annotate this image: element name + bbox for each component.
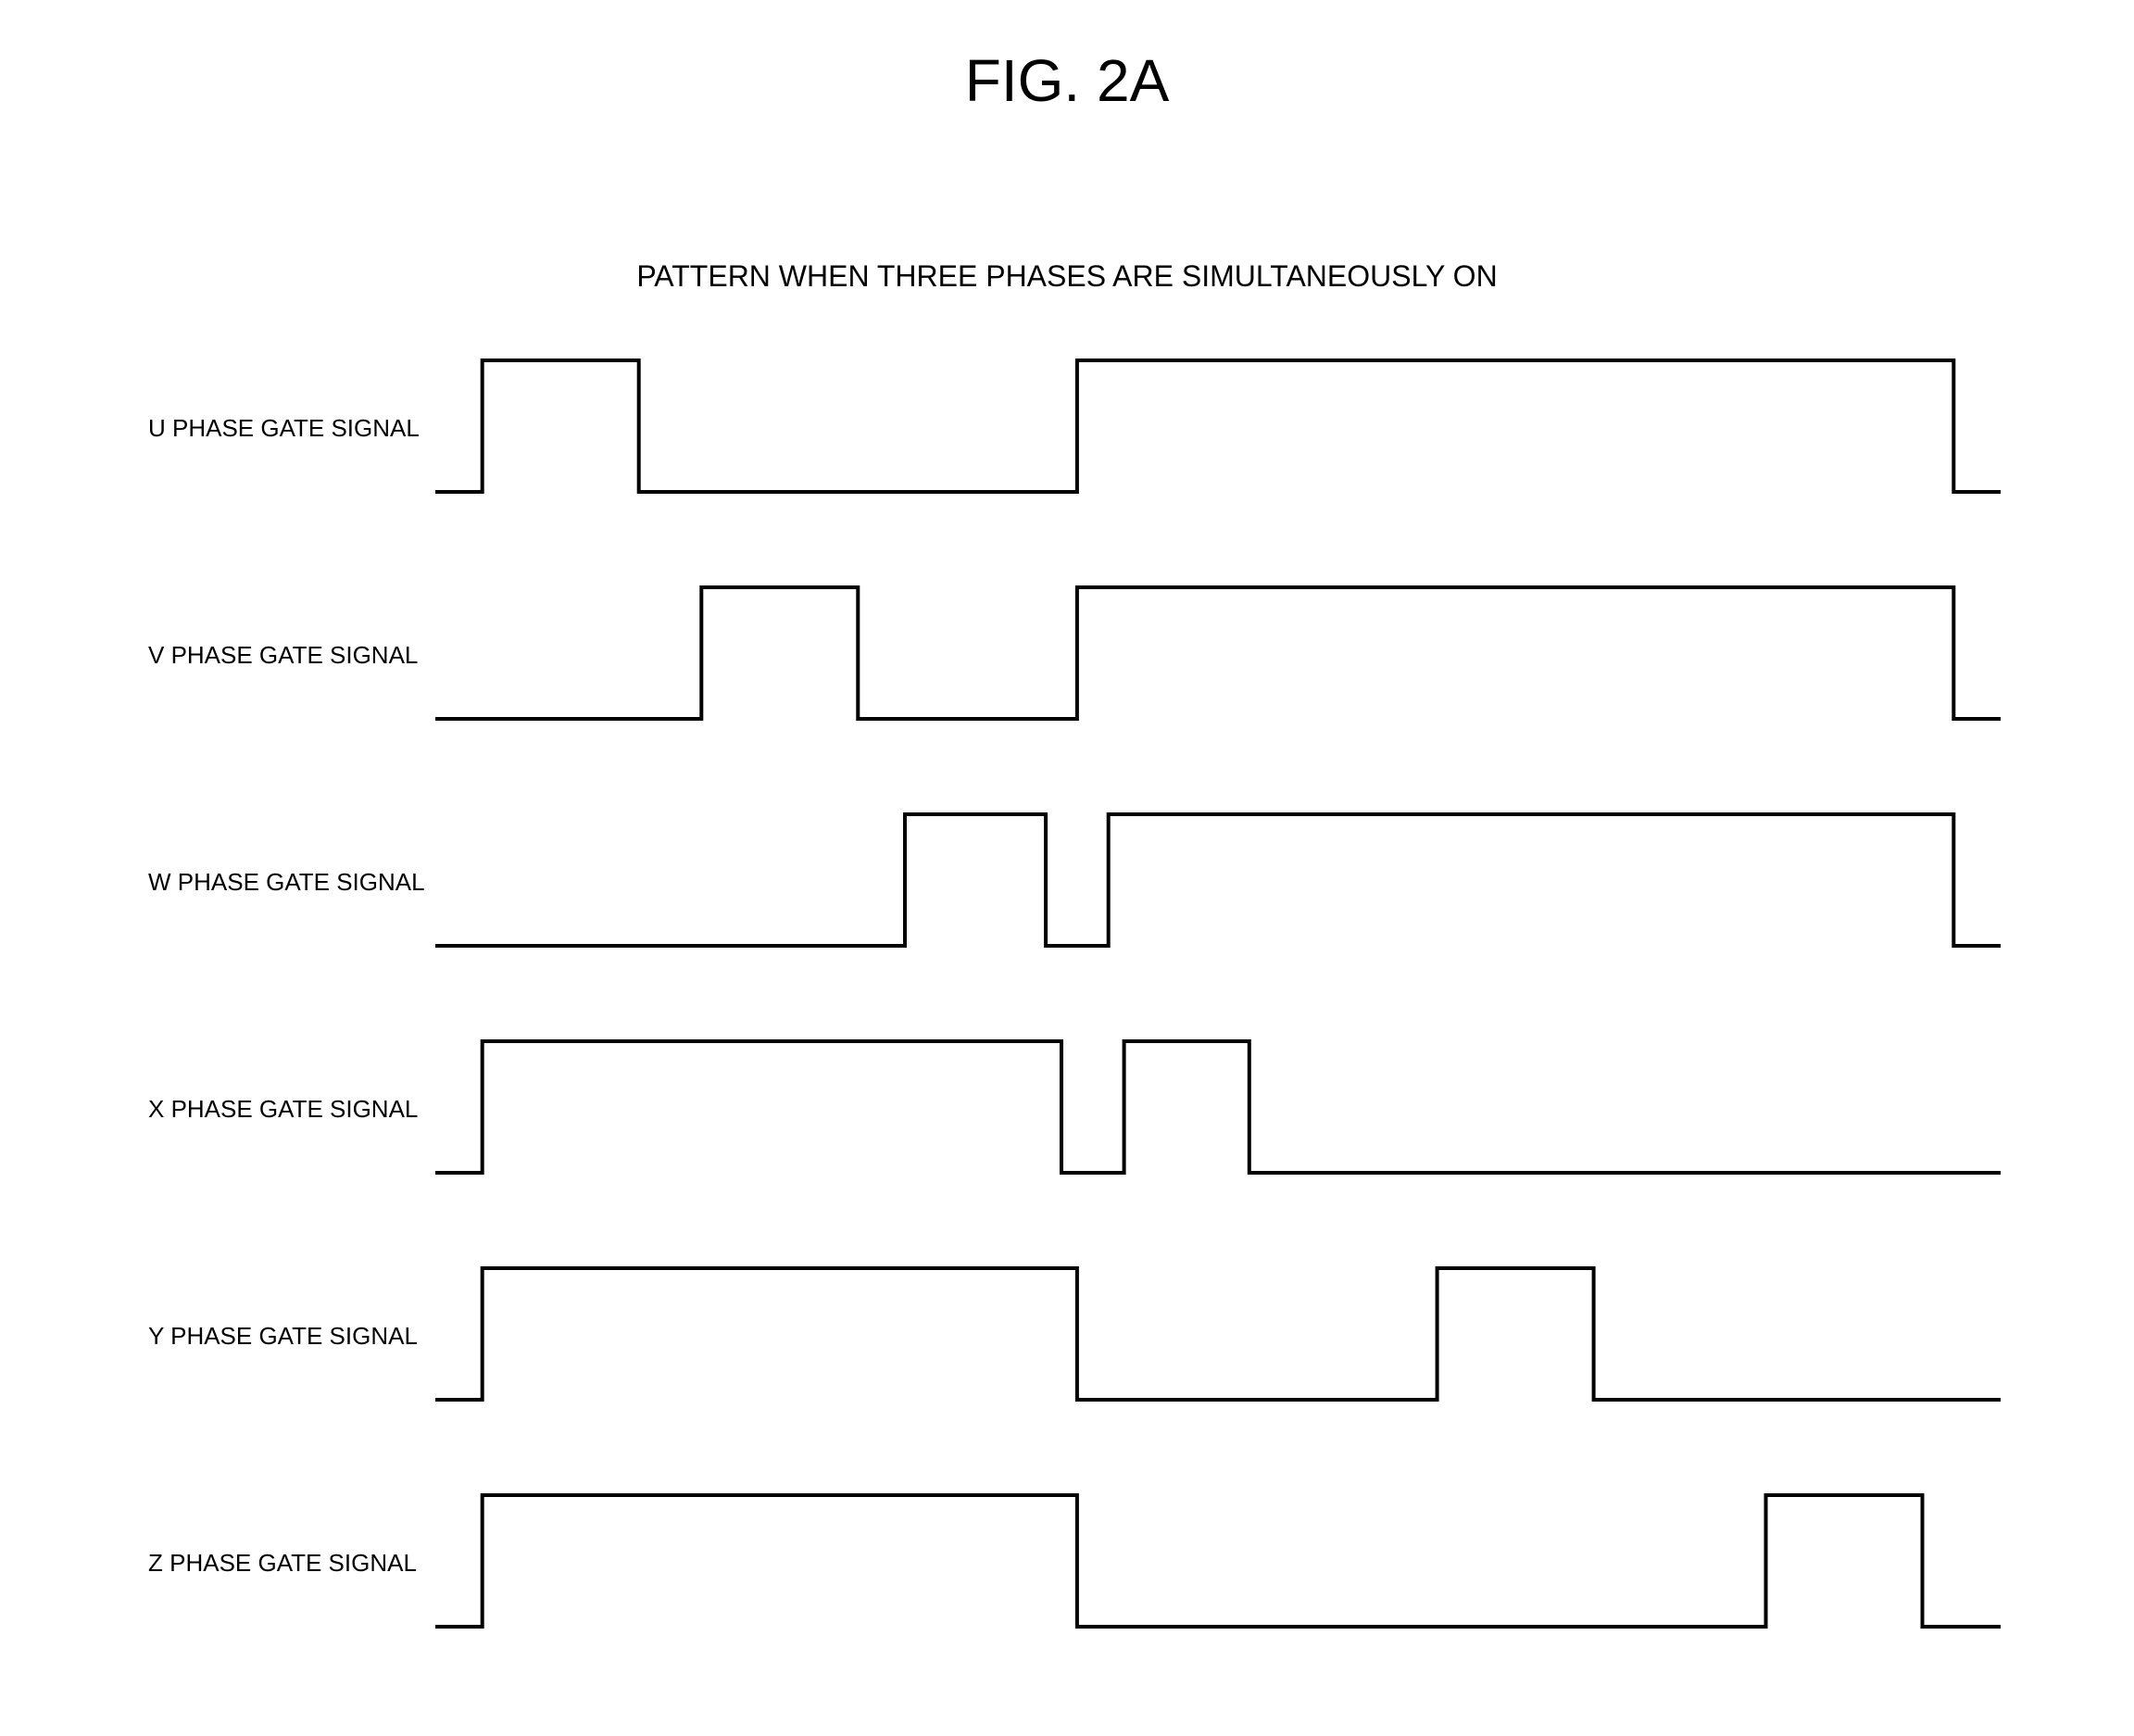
signal-waveform [435,1491,2001,1630]
signal-label: W PHASE GATE SIGNAL [148,868,426,897]
signal-waveform [435,811,2001,950]
signal-waveform [435,1264,2001,1403]
signal-label: U PHASE GATE SIGNAL [148,414,426,443]
signal-row: Z PHASE GATE SIGNAL [0,1491,2134,1630]
signal-waveform [435,357,2001,496]
signal-label: Y PHASE GATE SIGNAL [148,1322,426,1351]
signal-row: Y PHASE GATE SIGNAL [0,1264,2134,1403]
figure-page: FIG. 2A PATTERN WHEN THREE PHASES ARE SI… [0,0,2134,1736]
signal-label: X PHASE GATE SIGNAL [148,1095,426,1124]
signal-label: Z PHASE GATE SIGNAL [148,1549,426,1578]
signal-label: V PHASE GATE SIGNAL [148,641,426,670]
signal-row: U PHASE GATE SIGNAL [0,357,2134,496]
figure-subtitle: PATTERN WHEN THREE PHASES ARE SIMULTANEO… [0,259,2134,294]
signal-row: X PHASE GATE SIGNAL [0,1038,2134,1176]
signal-waveform [435,1038,2001,1176]
signal-waveform [435,584,2001,723]
figure-title: FIG. 2A [0,46,2134,115]
signal-row: W PHASE GATE SIGNAL [0,811,2134,950]
signal-row: V PHASE GATE SIGNAL [0,584,2134,723]
